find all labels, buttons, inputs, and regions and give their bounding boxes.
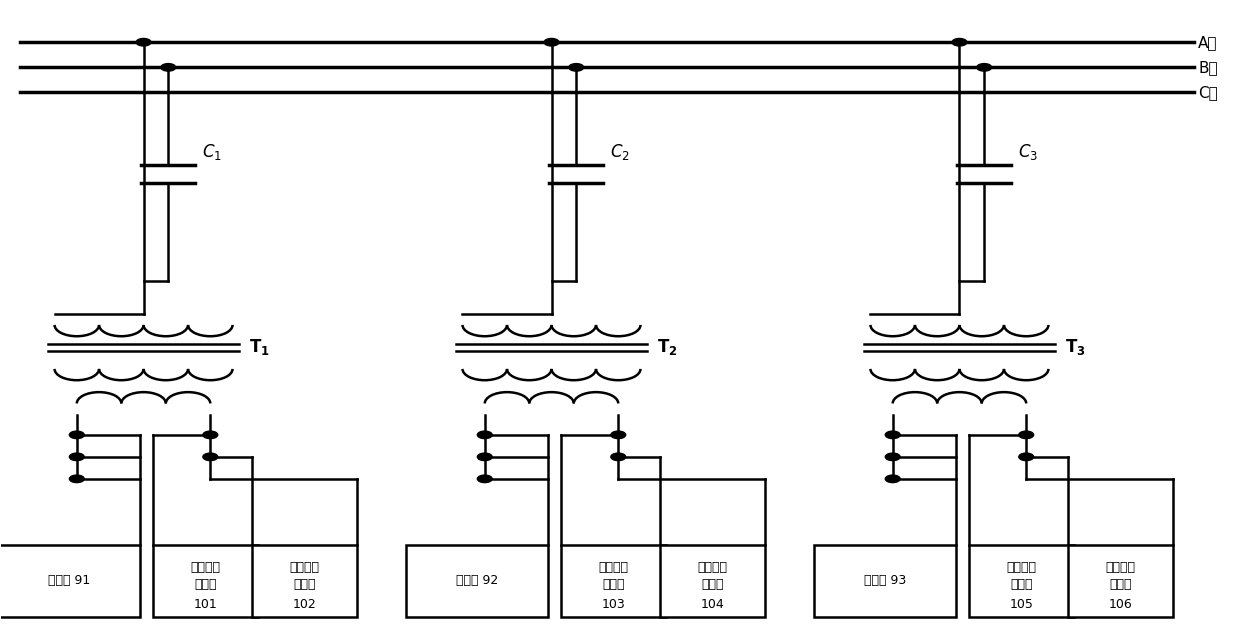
Circle shape [136, 38, 151, 46]
Text: 第三带通: 第三带通 [598, 562, 628, 574]
Text: $\mathbf{T_3}$: $\mathbf{T_3}$ [1064, 337, 1085, 357]
Text: 信号源 91: 信号源 91 [48, 574, 90, 587]
Bar [659, 545, 764, 617]
Circle shape [952, 38, 966, 46]
Circle shape [203, 453, 218, 461]
Text: $\mathbf{T_1}$: $\mathbf{T_1}$ [249, 337, 269, 357]
Text: C相: C相 [1198, 85, 1218, 100]
Text: 103: 103 [601, 598, 626, 611]
Text: 第五带通: 第五带通 [1006, 562, 1036, 574]
Circle shape [544, 38, 559, 46]
Text: $C_2$: $C_2$ [610, 142, 629, 162]
Text: 101: 101 [193, 598, 217, 611]
Circle shape [477, 431, 492, 439]
Bar [0, 545, 140, 617]
Bar [252, 545, 357, 617]
Text: 滤波器: 滤波器 [602, 578, 624, 591]
Text: 滤波器: 滤波器 [1010, 578, 1032, 591]
Bar [406, 545, 549, 617]
Text: 102: 102 [292, 598, 316, 611]
Text: 105: 105 [1010, 598, 1033, 611]
Circle shape [886, 453, 900, 461]
Text: 106: 106 [1109, 598, 1132, 611]
Circle shape [611, 431, 626, 439]
Text: 滤波器: 滤波器 [292, 578, 316, 591]
Circle shape [1018, 431, 1033, 439]
Circle shape [69, 431, 84, 439]
Circle shape [203, 431, 218, 439]
Text: 信号源 93: 信号源 93 [864, 574, 907, 587]
Text: 信号源 92: 信号源 92 [456, 574, 498, 587]
Bar [152, 545, 258, 617]
Circle shape [569, 64, 584, 71]
Circle shape [69, 475, 84, 483]
Bar [814, 545, 957, 617]
Text: A相: A相 [1198, 35, 1218, 50]
Text: 滤波器: 滤波器 [195, 578, 217, 591]
Circle shape [477, 453, 492, 461]
Text: 104: 104 [700, 598, 724, 611]
Text: $C_3$: $C_3$ [1017, 142, 1037, 162]
Circle shape [976, 64, 991, 71]
Text: 第六带通: 第六带通 [1105, 562, 1135, 574]
Text: $\mathbf{T_2}$: $\mathbf{T_2}$ [657, 337, 676, 357]
Circle shape [886, 475, 900, 483]
Circle shape [1018, 453, 1033, 461]
Bar [1068, 545, 1172, 617]
Text: 第二带通: 第二带通 [289, 562, 320, 574]
Text: 滤波器: 滤波器 [1109, 578, 1131, 591]
Text: B相: B相 [1198, 60, 1218, 75]
Text: 第一带通: 第一带通 [191, 562, 221, 574]
Circle shape [611, 453, 626, 461]
Text: 第四带通: 第四带通 [698, 562, 727, 574]
Bar [969, 545, 1074, 617]
Bar [561, 545, 665, 617]
Circle shape [161, 64, 176, 71]
Text: $C_1$: $C_1$ [202, 142, 222, 162]
Circle shape [886, 431, 900, 439]
Circle shape [477, 475, 492, 483]
Circle shape [69, 453, 84, 461]
Text: 滤波器: 滤波器 [701, 578, 724, 591]
